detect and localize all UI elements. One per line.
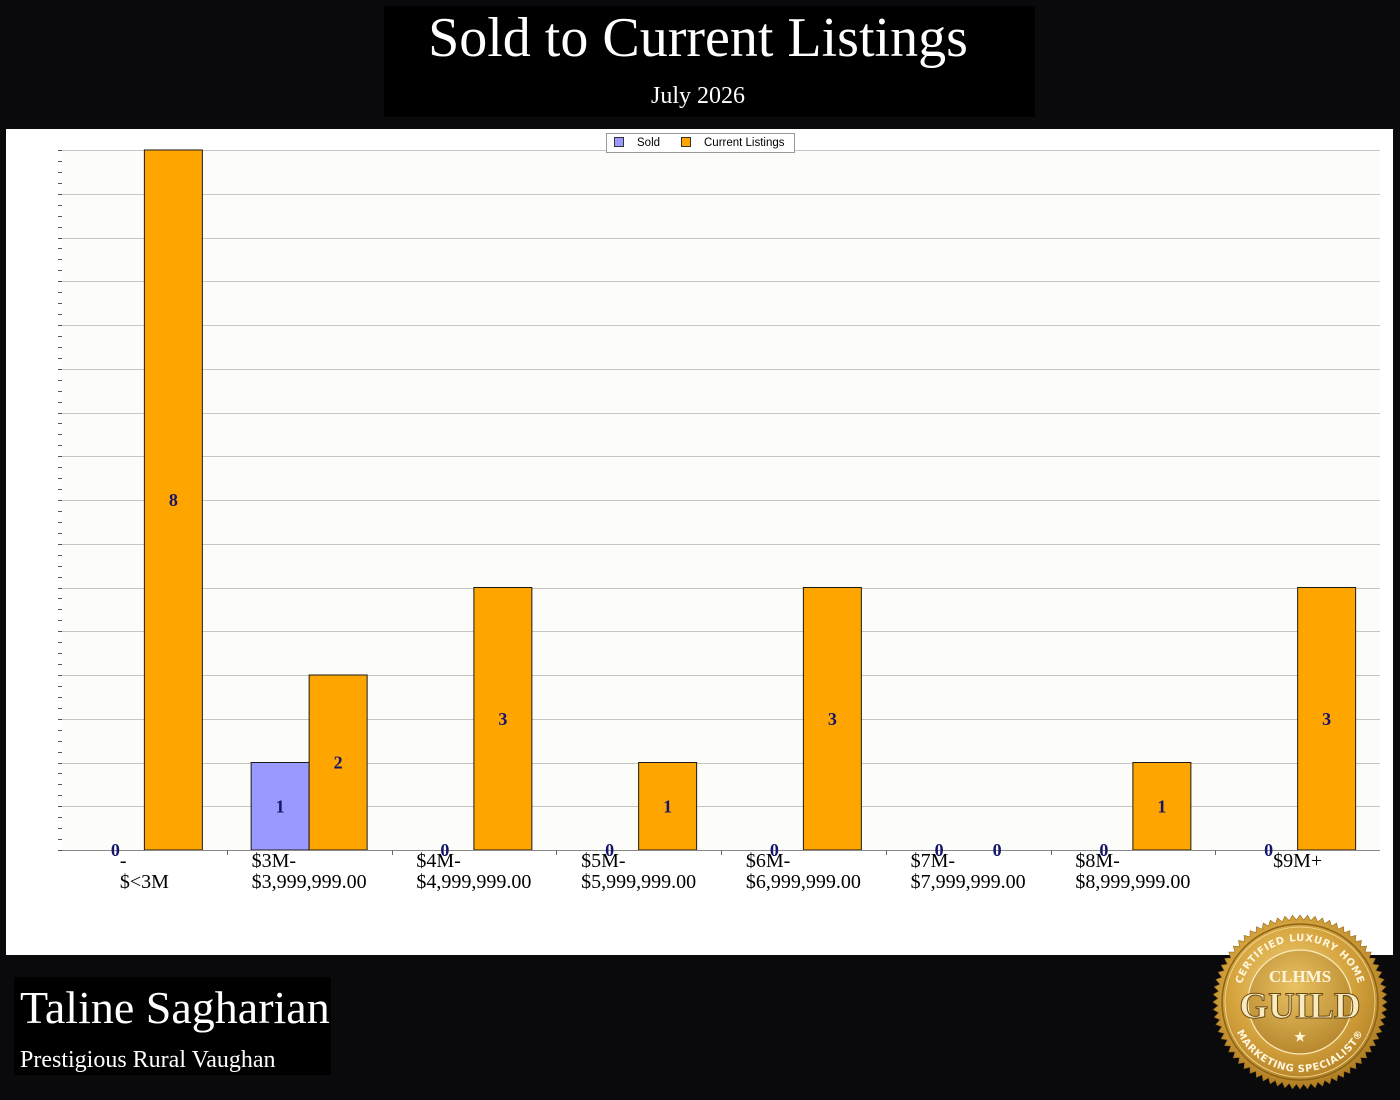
bar — [638, 762, 698, 851]
seal-word: GUILD — [1239, 986, 1360, 1027]
data-label: 8 — [169, 490, 178, 510]
x-tick-label: - $<3M — [119, 850, 169, 893]
data-label: 3 — [498, 709, 507, 729]
legend-swatch — [681, 137, 691, 147]
bar — [250, 762, 310, 851]
data-label: 0 — [993, 840, 1002, 860]
seal-ring-highlight — [1224, 926, 1376, 1078]
bar — [473, 587, 533, 851]
x-tick-label: $6M- $6,999,999.00 — [745, 850, 861, 893]
data-label: 1 — [663, 796, 672, 816]
x-tick-label: $5M- $5,999,999.00 — [581, 850, 697, 893]
x-tick-label: $3M- $3,999,999.00 — [251, 850, 367, 893]
x-tick-label: $9M+ — [1273, 850, 1323, 872]
bar — [308, 674, 368, 851]
legend-swatch — [614, 137, 624, 147]
data-label: 0 — [605, 840, 614, 860]
data-label: 3 — [828, 709, 837, 729]
chart-subtitle: July 2026 — [650, 83, 745, 109]
agent-area: Prestigious Rural Vaughan — [20, 1047, 276, 1073]
seal-inner-disc — [1247, 949, 1353, 1055]
data-label: 0 — [770, 840, 779, 860]
series-sold — [250, 762, 310, 851]
seal-abbr: CLHMS — [1269, 967, 1331, 986]
data-label: 0 — [1099, 840, 1108, 860]
title-box: Sold to Current Listings July 2026 — [384, 6, 1035, 117]
chart-panel: 0 1 0 0 0 0 0 0 8 2 3 1 3 0 1 3 Sold Current Listings - $… — [6, 129, 1393, 955]
legend-label: Current Listings — [704, 137, 785, 149]
x-axis — [62, 850, 1380, 855]
x-tick-label: $8M- $8,999,999.00 — [1075, 850, 1191, 893]
bar-chart: 0 1 0 0 0 0 0 0 8 2 3 1 3 0 1 3 Sold Current Listings — [58, 133, 1380, 860]
data-labels: 0 1 0 0 0 0 0 0 8 2 3 1 3 0 1 3 — [111, 490, 1331, 860]
seal-outer-ring — [1221, 923, 1379, 1081]
data-label: 3 — [1322, 709, 1331, 729]
y-axis-ticks — [58, 150, 62, 851]
series-current-listings — [143, 149, 1357, 851]
x-tick-label: $4M- $4,999,999.00 — [416, 850, 532, 893]
data-label: 2 — [334, 753, 343, 773]
data-label: 0 — [1264, 840, 1273, 860]
agent-name: Taline Sagharian — [20, 982, 330, 1033]
data-label: 0 — [935, 840, 944, 860]
clhms-guild-seal-logo: CERTIFIED LUXURY HOME MARKETING SPECIALI… — [1212, 914, 1388, 1090]
agent-card: Taline Sagharian Prestigious Rural Vaugh… — [14, 977, 331, 1075]
data-label: 0 — [111, 840, 120, 860]
legend: Sold Current Listings — [606, 133, 795, 153]
data-label: 0 — [440, 840, 449, 860]
legend-label: Sold — [637, 137, 660, 149]
legend-box — [606, 133, 795, 153]
data-label: 1 — [1157, 796, 1166, 816]
data-label: 1 — [276, 796, 285, 816]
x-tick-label: $7M- $7,999,999.00 — [910, 850, 1026, 893]
chart-title: Sold to Current Listings — [428, 7, 968, 69]
star-icon — [1294, 1031, 1306, 1042]
bar — [802, 587, 862, 851]
bar — [143, 149, 203, 851]
